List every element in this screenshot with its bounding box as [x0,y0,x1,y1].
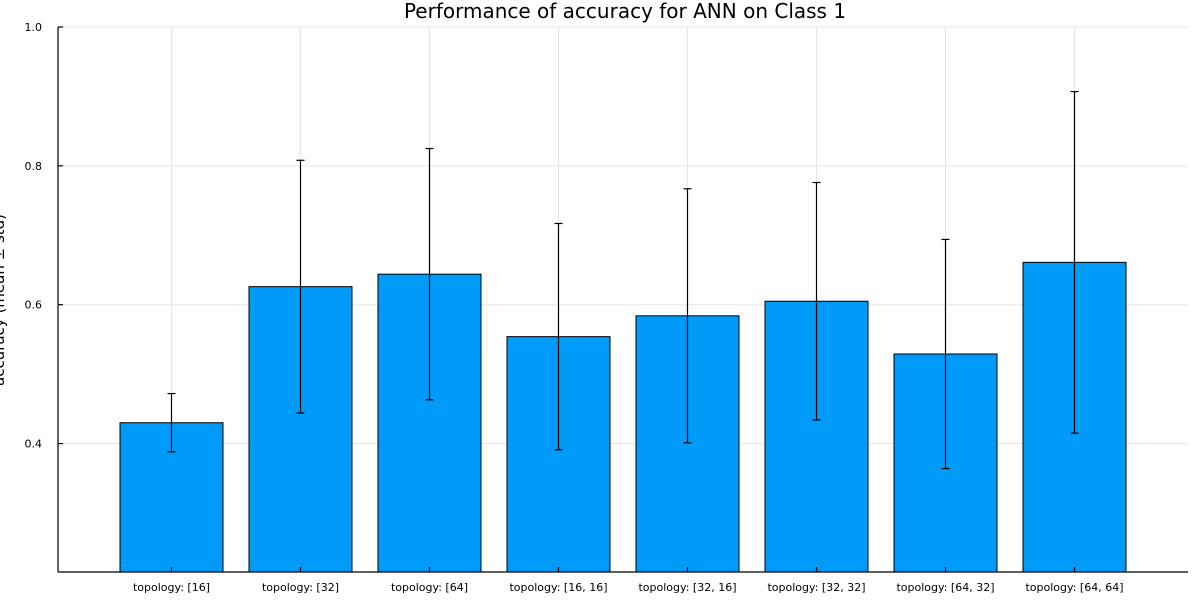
x-tick-label: topology: [16, 16] [509,581,607,594]
grid [58,26,1188,572]
x-tick-label: topology: [64] [391,581,468,594]
x-tick-label: topology: [32, 32] [767,581,865,594]
x-tick-label: topology: [16] [133,581,210,594]
y-tick-labels: 0.4 0.6 0.8 1.0 [25,21,43,451]
y-tick-label: 0.8 [25,160,43,173]
y-tick-label: 0.6 [25,299,43,312]
x-tick-label: topology: [32, 16] [638,581,736,594]
y-axis-label: accuracy (mean ± std) [0,214,8,386]
error-bars [167,90,1079,470]
chart-title: Performance of accuracy for ANN on Class… [404,0,846,23]
y-tick-label: 0.4 [25,438,43,451]
x-tick-labels: topology: [16] topology: [32] topology: [6… [133,581,1124,594]
axes [57,26,1188,573]
x-tick-label: topology: [64, 32] [896,581,994,594]
x-tick-label: topology: [64, 64] [1025,581,1123,594]
bars [119,261,1127,573]
y-tick-label: 1.0 [25,21,43,34]
x-tick-label: topology: [32] [262,581,339,594]
